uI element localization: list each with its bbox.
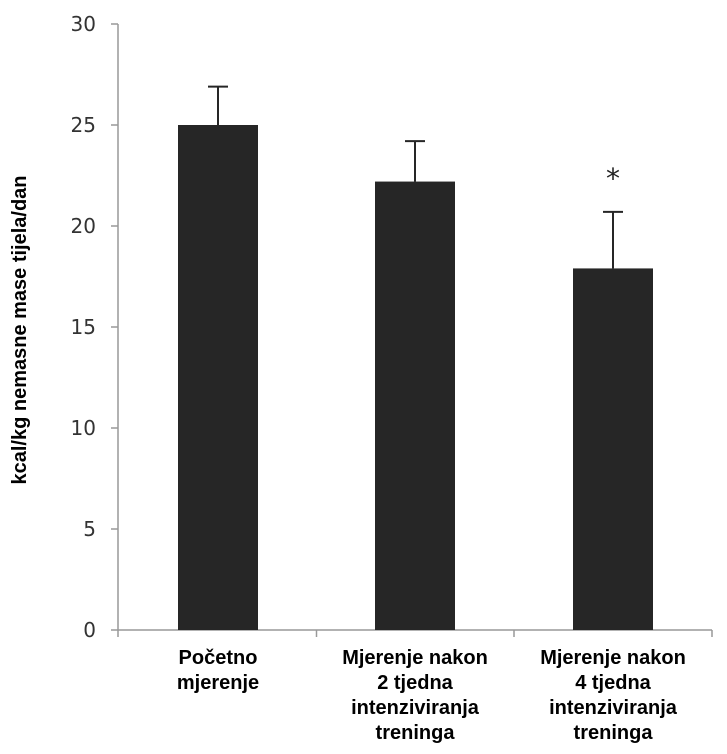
significance-marker: * xyxy=(606,162,620,195)
y-tick-label: 5 xyxy=(83,517,96,541)
y-tick-label: 25 xyxy=(71,113,96,137)
y-tick-labels: 0 5 10 15 20 25 30 xyxy=(71,12,96,642)
x-tick-label: Mjerenje nakon 2 tjedna intenziviranja tren… xyxy=(342,647,488,744)
x-tick-label: Mjerenje nakon 4 tjedna intenziviranja tren… xyxy=(540,647,686,744)
y-tick-label: 20 xyxy=(71,214,96,238)
bar xyxy=(375,181,455,630)
y-tick-label: 0 xyxy=(83,618,96,642)
annotations: * xyxy=(606,162,620,195)
x-tick-labels: Početno mjerenje Mjerenje nakon 2 tjedna int… xyxy=(177,647,686,744)
bars xyxy=(178,125,653,630)
y-axis-label: kcal/kg nemasne mase tijela/dan xyxy=(9,175,31,484)
x-tick-label: Početno mjerenje xyxy=(177,647,259,694)
y-tick-label: 30 xyxy=(71,12,96,36)
bar xyxy=(178,125,258,630)
error-bars xyxy=(208,85,623,269)
y-tick-label: 10 xyxy=(71,416,96,440)
y-tick-label: 15 xyxy=(71,315,96,339)
bar xyxy=(573,268,653,630)
